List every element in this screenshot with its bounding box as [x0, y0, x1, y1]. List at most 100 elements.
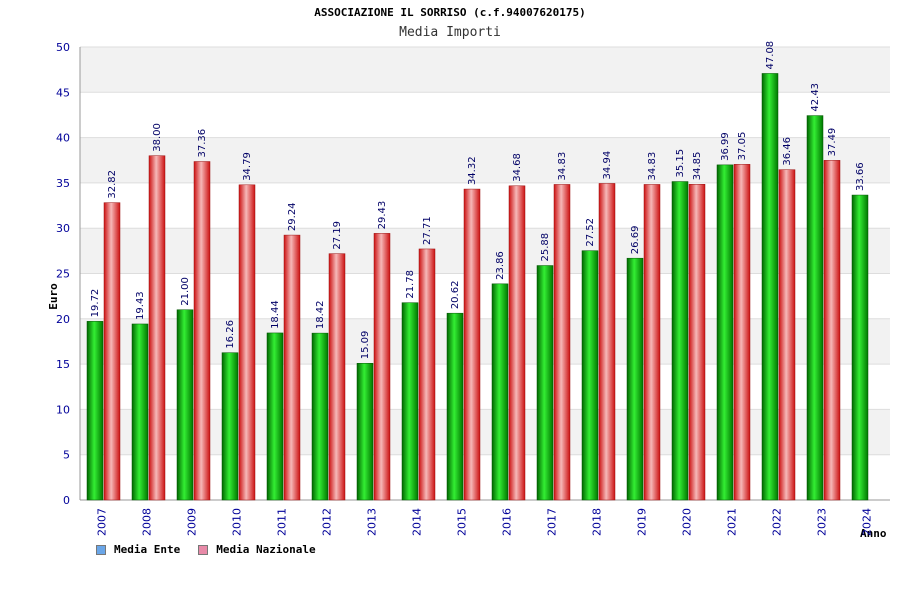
- value-label-media-nazionale: 34.68: [512, 153, 523, 182]
- value-label-media-ente: 16.26: [225, 320, 236, 349]
- bar-media-nazionale: [508, 185, 526, 501]
- x-tick-label: 2024: [861, 508, 874, 536]
- legend-swatch-media-ente: [96, 544, 106, 555]
- value-label-media-nazionale: 34.94: [602, 151, 613, 180]
- y-tick-label: 40: [56, 132, 70, 145]
- bar-media-nazionale: [283, 234, 301, 501]
- value-label-media-ente: 20.62: [450, 281, 461, 310]
- bar-media-ente: [851, 194, 869, 501]
- bar-media-ente: [311, 332, 329, 501]
- chart-title: ASSOCIAZIONE IL SORRISO (c.f.94007620175…: [314, 6, 586, 19]
- grid-band: [80, 318, 890, 365]
- bar-media-ente: [716, 164, 734, 501]
- y-tick-label: 25: [56, 268, 70, 281]
- grid-band: [80, 47, 890, 93]
- y-tick-label: 20: [56, 313, 70, 326]
- value-label-media-nazionale: 37.49: [827, 128, 838, 157]
- grid-band: [80, 228, 890, 274]
- x-tick-label: 2021: [726, 508, 739, 536]
- x-tick-label: 2013: [366, 508, 379, 536]
- bar-media-ente: [356, 363, 374, 501]
- value-label-media-nazionale: 34.85: [692, 152, 703, 181]
- value-label-media-ente: 42.43: [810, 83, 821, 112]
- x-axis-label: Anno: [860, 527, 887, 540]
- legend-item-media-nazionale: Media Nazionale: [198, 543, 316, 556]
- value-label-media-nazionale: 29.24: [287, 202, 298, 231]
- bar-media-nazionale: [553, 184, 571, 501]
- x-tick-label: 2020: [681, 508, 694, 536]
- value-label-media-ente: 23.86: [495, 251, 506, 280]
- y-tick-label: 35: [56, 177, 70, 190]
- bar-media-nazionale: [823, 160, 841, 501]
- value-label-media-nazionale: 32.82: [107, 170, 118, 199]
- value-label-media-nazionale: 34.79: [242, 152, 253, 181]
- value-label-media-nazionale: 37.05: [737, 132, 748, 161]
- value-label-media-ente: 18.42: [315, 300, 326, 329]
- bar-media-nazionale: [103, 202, 121, 501]
- value-label-media-nazionale: 37.36: [197, 129, 208, 158]
- value-label-media-ente: 15.09: [360, 331, 371, 360]
- chart-subtitle: Media Importi: [399, 25, 501, 40]
- x-tick-label: 2018: [591, 508, 604, 536]
- grid-band: [80, 182, 890, 229]
- value-label-media-ente: 47.08: [765, 41, 776, 70]
- bar-media-nazionale: [328, 253, 346, 501]
- x-tick-label: 2012: [321, 508, 334, 536]
- value-label-media-ente: 26.69: [630, 226, 641, 255]
- bar-media-ente: [446, 312, 464, 501]
- bar-media-nazionale: [418, 248, 436, 501]
- bar-media-ente: [671, 181, 689, 501]
- value-label-media-nazionale: 38.00: [152, 123, 163, 152]
- value-label-media-nazionale: 29.43: [377, 201, 388, 230]
- bar-media-nazionale: [148, 155, 166, 501]
- legend-item-media-ente: Media Ente: [96, 543, 180, 556]
- bar-media-ente: [536, 265, 554, 501]
- bar-media-nazionale: [778, 169, 796, 501]
- grid-band: [80, 137, 890, 183]
- y-tick-label: 45: [56, 86, 70, 99]
- grid-band: [80, 364, 890, 410]
- value-label-media-ente: 27.52: [585, 218, 596, 247]
- value-label-media-ente: 35.15: [675, 149, 686, 178]
- bar-media-ente: [176, 309, 194, 501]
- x-tick-label: 2010: [231, 508, 244, 536]
- x-tick-label: 2008: [141, 508, 154, 536]
- bar-media-ente: [806, 115, 824, 501]
- x-tick-label: 2014: [411, 508, 424, 536]
- value-label-media-nazionale: 34.32: [467, 156, 478, 185]
- bar-media-ente: [491, 283, 509, 501]
- x-tick-label: 2019: [636, 508, 649, 536]
- grid-band: [80, 92, 890, 138]
- bar-media-nazionale: [643, 184, 661, 501]
- y-tick-label: 30: [56, 222, 70, 235]
- bar-media-ente: [266, 332, 284, 501]
- bar-media-ente: [86, 321, 104, 501]
- bar-media-nazionale: [238, 184, 256, 501]
- bar-media-ente: [131, 323, 149, 501]
- legend-label-media-ente: Media Ente: [114, 543, 181, 556]
- y-tick-label: 50: [56, 41, 70, 54]
- value-label-media-ente: 21.00: [180, 277, 191, 306]
- x-tick-label: 2017: [546, 508, 559, 536]
- value-label-media-ente: 19.72: [90, 289, 101, 318]
- bar-media-ente: [626, 257, 644, 501]
- bar-media-nazionale: [373, 233, 391, 501]
- grid-band: [80, 273, 890, 319]
- x-tick-label: 2022: [771, 508, 784, 536]
- bar-media-ente: [401, 302, 419, 501]
- y-tick-label: 10: [56, 403, 70, 416]
- y-tick-label: 15: [56, 358, 70, 371]
- bar-media-nazionale: [463, 188, 481, 501]
- value-label-media-ente: 25.88: [540, 233, 551, 262]
- grid-band: [80, 454, 890, 500]
- value-label-media-ente: 36.99: [720, 132, 731, 161]
- bar-media-ente: [761, 73, 779, 501]
- legend: Media Ente Media Nazionale: [96, 543, 316, 556]
- x-tick-label: 2009: [186, 508, 199, 536]
- bar-media-nazionale: [733, 164, 751, 501]
- value-label-media-ente: 21.78: [405, 270, 416, 299]
- value-label-media-ente: 18.44: [270, 300, 281, 329]
- x-tick-label: 2023: [816, 508, 829, 536]
- value-label-media-ente: 33.66: [855, 162, 866, 191]
- value-label-media-nazionale: 34.83: [557, 152, 568, 181]
